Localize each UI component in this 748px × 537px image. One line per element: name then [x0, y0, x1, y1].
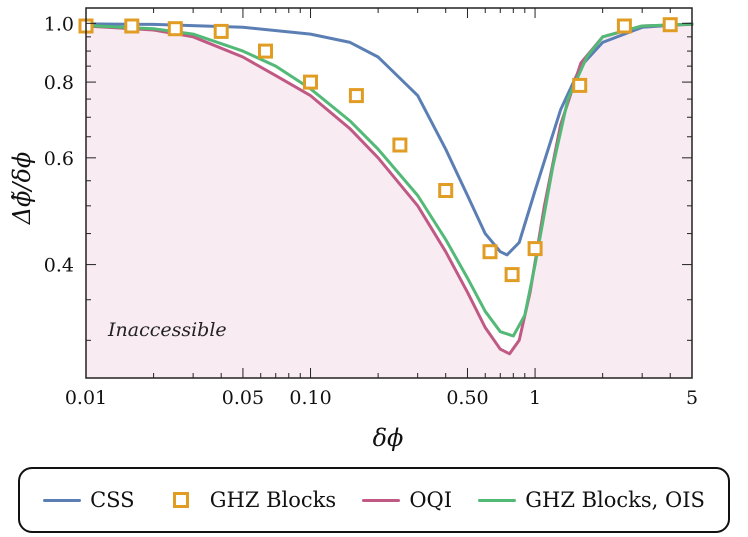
ghz-blocks-marker-7	[392, 137, 408, 153]
inaccessible-region	[86, 24, 692, 379]
x-tick-label-0: 0.01	[65, 387, 107, 409]
ghz-blocks-marker-11	[527, 241, 543, 257]
x-tick-label-1: 0.05	[222, 387, 264, 409]
ghz-blocks-marker-9	[482, 244, 498, 260]
ghz-blocks-marker-12	[572, 77, 588, 93]
x-tick-label-3: 0.50	[446, 387, 488, 409]
ghz-blocks-marker-13	[616, 18, 632, 34]
x-tick-label-5: 5	[686, 387, 698, 409]
ghz-blocks-marker-4	[258, 43, 273, 59]
legend-item-css: CSS	[43, 488, 135, 512]
legend-label: OQI	[409, 488, 453, 512]
ghz-blocks-marker-3	[213, 23, 229, 39]
legend-label: CSS	[90, 488, 135, 512]
legend-swatch	[478, 498, 517, 502]
y-axis-title: Δϕ̃/δϕ	[8, 152, 36, 226]
x-axis-title: δϕ	[373, 424, 404, 452]
plot-area: 0.01 0.05 0.10 0.50 1 5 0.4 0.6 0.8 1.0 Inaccessib…	[44, 7, 698, 409]
y-tick-label-3: 1.0	[44, 13, 74, 35]
x-tick-label-2: 0.10	[289, 387, 331, 409]
inaccessible-label: Inaccessible	[107, 319, 227, 341]
legend-item-ghz-blocks-ois: GHZ Blocks, OIS	[478, 488, 705, 512]
plot-frame	[85, 7, 693, 379]
legend-item-oqi: OQI	[362, 488, 452, 512]
ghz-blocks-marker-5	[303, 74, 318, 90]
ghz-blocks-marker-10	[504, 267, 520, 283]
y-tick-label-0: 0.4	[44, 255, 74, 277]
ghz-blocks-marker-6	[348, 88, 364, 104]
ghz-blocks-marker-1	[124, 18, 140, 34]
legend-swatch	[43, 498, 82, 502]
legend-swatch	[362, 498, 401, 502]
ghz-blocks-marker-14	[662, 17, 678, 33]
ghz-blocks-marker-2	[167, 21, 183, 37]
chart: 0.01 0.05 0.10 0.50 1 5 0.4 0.6 0.8 1.0 Inaccessib…	[8, 7, 698, 452]
y-tick-label-2: 0.8	[44, 72, 74, 94]
legend-label: GHZ Blocks, OIS	[525, 488, 705, 512]
legend-swatch	[172, 492, 189, 508]
legend: CSS GHZ Blocks OQI GHZ Blocks, OIS	[18, 467, 730, 533]
y-tick-label-1: 0.6	[44, 148, 74, 170]
legend-label: GHZ Blocks	[209, 488, 337, 512]
legend-item-ghz-blocks: GHZ Blocks	[161, 488, 336, 512]
ghz-blocks-marker-8	[438, 183, 454, 198]
x-tick-label-4: 1	[529, 387, 541, 409]
